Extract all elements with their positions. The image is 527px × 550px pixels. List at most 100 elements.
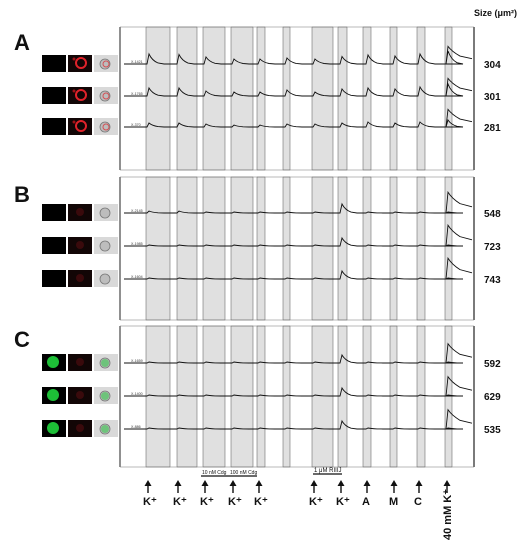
drug-label: 1 μM RIIIJ <box>314 468 341 474</box>
cell-image-set <box>42 354 118 371</box>
red-cell <box>75 120 87 132</box>
cell-image-set <box>42 237 118 254</box>
overlay-ring <box>102 123 110 131</box>
red-cell-dim <box>76 274 84 282</box>
stimulus-shading-layer <box>145 26 453 468</box>
cell-image-set <box>42 420 118 437</box>
red-cell-dim <box>76 208 84 216</box>
cell-image-channel1 <box>42 87 66 104</box>
stimulus-window <box>230 26 254 171</box>
stimulus-window <box>256 176 266 321</box>
overlay-green <box>101 392 109 400</box>
stimulus-window <box>202 26 226 171</box>
stimulus-window <box>282 176 291 321</box>
stimulus-label: K⁺ <box>254 496 268 508</box>
stimulus-window <box>337 325 348 468</box>
cell-image-channel1 <box>42 118 66 135</box>
stimulus-arrowhead <box>337 480 345 486</box>
cell-id-label: X-1421 <box>131 60 143 64</box>
drug-label: 100 nM Cdg <box>230 470 257 476</box>
cell-id-label: X-1400 <box>131 392 143 396</box>
overlay-ring <box>102 60 110 68</box>
stimulus-window <box>176 176 198 321</box>
stimulus-window <box>282 26 291 171</box>
red-cell <box>75 89 87 101</box>
stimulus-window <box>282 325 291 468</box>
stimulus-label: K⁺ <box>200 496 214 508</box>
calcium-trace <box>124 223 473 247</box>
stimulus-window <box>337 176 348 321</box>
stimulus-window <box>202 176 226 321</box>
cell-size-value: 629 <box>484 392 501 403</box>
stimulus-window <box>337 26 348 171</box>
stimulus-window <box>145 325 171 468</box>
overlay-green <box>101 359 109 367</box>
stimulus-window <box>256 325 266 468</box>
red-cell-dim <box>76 358 84 366</box>
stimulus-label: K⁺ <box>336 496 350 508</box>
red-dot <box>72 57 76 61</box>
cell-id-label: X-1604 <box>131 275 143 279</box>
calcium-trace <box>124 342 473 364</box>
stimulus-axis: K⁺ K⁺ K⁺ K⁺ K⁺ K⁺ K⁺ A M C 40 mM K⁺ 10 nM Cdg 100 nM… <box>143 468 454 540</box>
calcium-trace <box>124 77 473 97</box>
stimulus-window <box>416 26 426 171</box>
stimulus-window <box>389 325 398 468</box>
green-cell <box>47 389 59 401</box>
stimulus-label: M <box>389 496 398 508</box>
stimulus-window <box>416 176 426 321</box>
stimulus-window <box>176 325 198 468</box>
cell-size-value: 592 <box>484 359 501 370</box>
stimulus-arrowhead <box>390 480 398 486</box>
stimulus-label: K⁺ <box>309 496 323 508</box>
cell-size-value: 723 <box>484 242 501 253</box>
panel-letter-a: A <box>14 30 30 55</box>
stimulus-arrowhead <box>443 480 451 486</box>
cell-id-label: X-1765 <box>131 92 143 96</box>
stimulus-window <box>311 325 334 468</box>
cell-id-label: X-370 <box>131 123 141 127</box>
cell-id-label: X-2145 <box>131 209 143 213</box>
stimulus-window <box>444 26 453 171</box>
stimulus-window <box>230 325 254 468</box>
cell-image-set <box>42 387 118 404</box>
stimulus-label: K⁺ <box>228 496 242 508</box>
stimulus-window <box>202 325 226 468</box>
red-dot <box>72 89 76 93</box>
overlay-ring <box>102 92 110 100</box>
stimulus-arrowhead <box>415 480 423 486</box>
stimulus-label: C <box>414 496 422 508</box>
brightfield-cell <box>99 207 111 219</box>
red-dot <box>72 120 76 124</box>
cell-image-layer <box>42 55 118 437</box>
panel-letter-b: B <box>14 182 30 207</box>
stimulus-arrowhead <box>174 480 182 486</box>
stimulus-window <box>176 26 198 171</box>
brightfield-cell <box>99 240 111 252</box>
stimulus-window <box>444 176 453 321</box>
cell-id-label: X-1659 <box>131 359 143 363</box>
trace-layer <box>124 45 473 430</box>
cell-image-set <box>42 270 118 287</box>
cell-image-set <box>42 87 118 104</box>
size-header: Size (μm²) <box>474 8 517 18</box>
drug-label: 10 nM Cdg <box>202 470 227 476</box>
stimulus-window <box>145 26 171 171</box>
cell-size-value: 743 <box>484 275 501 286</box>
cell-size-value: 301 <box>484 92 501 103</box>
stimulus-arrowhead <box>229 480 237 486</box>
stimulus-arrowhead <box>201 480 209 486</box>
label-layer: X-1421 304 X-1765 301 X-370 281 X-2145 548 X-198… <box>131 60 501 436</box>
stimulus-window <box>230 176 254 321</box>
cell-size-value: 304 <box>484 60 501 71</box>
calcium-trace <box>124 108 473 128</box>
stimulus-window <box>311 176 334 321</box>
cell-image-set <box>42 118 118 135</box>
cell-size-value: 535 <box>484 425 501 436</box>
green-cell <box>47 422 59 434</box>
stimulus-arrowhead <box>255 480 263 486</box>
cell-image-channel1 <box>42 270 66 287</box>
red-cell-dim <box>76 391 84 399</box>
cell-image-set <box>42 204 118 221</box>
